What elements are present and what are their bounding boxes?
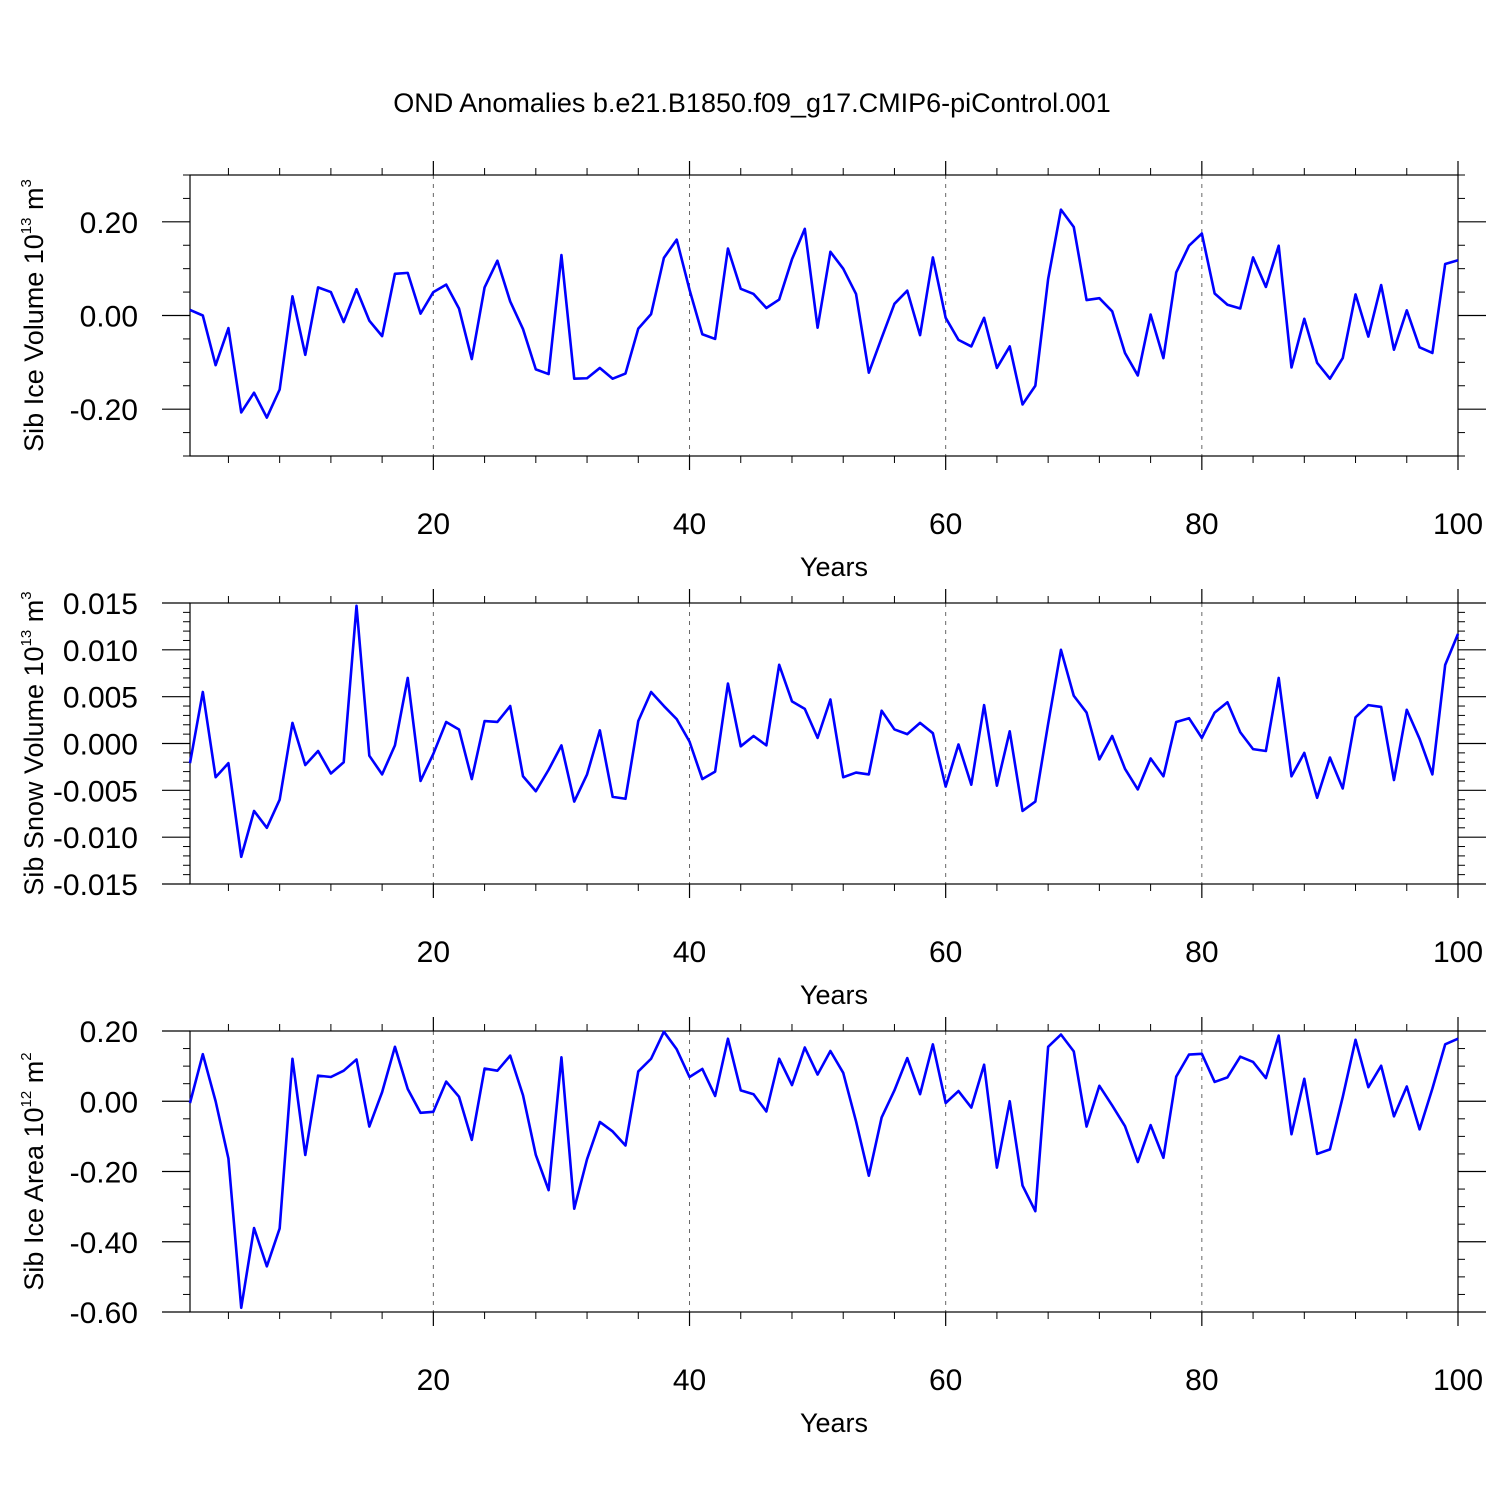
x-tick-label: 40 bbox=[673, 936, 706, 969]
plot-frame bbox=[189, 174, 1459, 457]
y-tick-label: 0.20 bbox=[80, 207, 138, 240]
x-axis-title: Years bbox=[800, 980, 868, 1010]
y-axis-title: Sib Ice Volume 1013 m3 bbox=[18, 179, 49, 452]
chart-panels: 20 40 60 80 100 -0.20 0.00 0.20 Years Sib Ice Vol… bbox=[18, 161, 1486, 1438]
y-axis-title-unit-exponent: 2 bbox=[18, 1052, 35, 1060]
y-tick-label: 0.00 bbox=[80, 1086, 138, 1119]
chart-panel-1: 20 40 60 80 100 -0.20 0.00 0.20 Years Sib Ice Vol… bbox=[18, 161, 1486, 582]
x-tick-label: 60 bbox=[929, 1364, 962, 1397]
x-tick-label: 100 bbox=[1433, 1364, 1483, 1397]
y-axis-title: Sib Snow Volume 1013 m3 bbox=[18, 591, 49, 895]
y-axis-title: Sib Ice Area 1012 m2 bbox=[18, 1052, 49, 1290]
x-tick-label: 80 bbox=[1185, 936, 1218, 969]
x-tick-label: 20 bbox=[417, 508, 450, 541]
x-tick-label: 100 bbox=[1433, 508, 1483, 541]
chart-title: OND Anomalies b.e21.B1850.f09_g17.CMIP6-… bbox=[393, 88, 1110, 118]
series-line bbox=[189, 208, 1459, 419]
x-axis-title: Years bbox=[800, 552, 868, 582]
series-line bbox=[188, 1030, 1459, 1310]
x-tick-label: 80 bbox=[1185, 508, 1218, 541]
y-axis-title-unit: m bbox=[19, 600, 49, 630]
x-axis-title: Years bbox=[800, 1408, 868, 1438]
chart-panel-2: 20 40 60 80 100 -0.015 -0.010 -0.005 0.000 0.005 0… bbox=[18, 588, 1486, 1010]
x-tick-label: 40 bbox=[673, 508, 706, 541]
y-axis-title-base: Sib Ice Volume 10 bbox=[19, 234, 49, 452]
y-tick-label: -0.005 bbox=[53, 775, 138, 808]
y-axis-title-base: Sib Ice Area 10 bbox=[19, 1107, 49, 1290]
y-tick-label: 0.20 bbox=[80, 1016, 138, 1049]
y-tick-label: -0.20 bbox=[70, 394, 138, 427]
y-axis-title-exponent: 13 bbox=[18, 630, 35, 647]
y-axis-title-unit-exponent: 3 bbox=[18, 591, 35, 599]
y-axis-title-base: Sib Snow Volume 10 bbox=[19, 646, 49, 895]
x-tick-label: 20 bbox=[417, 936, 450, 969]
y-tick-label: -0.20 bbox=[70, 1157, 138, 1190]
y-axis-title-unit: m bbox=[19, 1061, 49, 1091]
y-tick-label: 0.015 bbox=[63, 588, 138, 621]
x-tick-label: 80 bbox=[1185, 1364, 1218, 1397]
y-tick-label: -0.40 bbox=[70, 1227, 138, 1260]
x-tick-label: 100 bbox=[1433, 936, 1483, 969]
series-line bbox=[188, 604, 1460, 859]
y-tick-label: -0.015 bbox=[53, 869, 138, 902]
x-tick-label: 60 bbox=[929, 936, 962, 969]
y-tick-label: 0.00 bbox=[80, 301, 138, 334]
y-axis-title-unit: m bbox=[19, 188, 49, 218]
y-tick-label: 0.010 bbox=[63, 635, 138, 668]
y-tick-label: -0.010 bbox=[53, 822, 138, 855]
x-tick-label: 20 bbox=[417, 1364, 450, 1397]
y-tick-label: 0.005 bbox=[63, 682, 138, 715]
y-tick-label: -0.60 bbox=[70, 1297, 138, 1330]
y-tick-label: 0.000 bbox=[63, 729, 138, 762]
x-tick-label: 40 bbox=[673, 1364, 706, 1397]
x-tick-label: 60 bbox=[929, 508, 962, 541]
chart-panel-3: 20 40 60 80 100 -0.60 -0.40 -0.20 0.00 0.20 Years S… bbox=[18, 1016, 1486, 1438]
y-axis-title-exponent: 13 bbox=[18, 218, 35, 235]
y-axis-title-exponent: 12 bbox=[18, 1091, 35, 1108]
y-axis-title-unit-exponent: 3 bbox=[18, 179, 35, 187]
